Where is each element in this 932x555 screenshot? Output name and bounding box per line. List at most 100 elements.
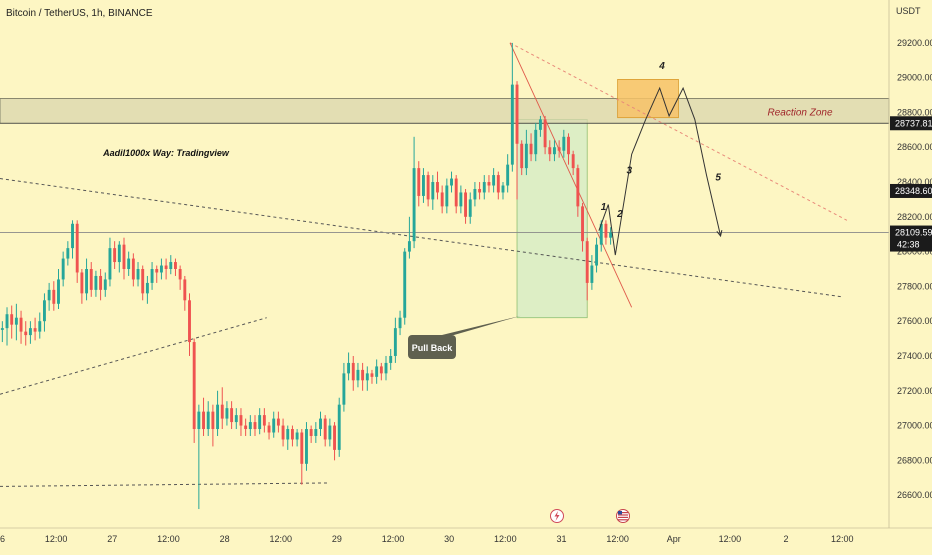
candle-body [421, 175, 425, 196]
candle-body [66, 248, 70, 259]
candle [553, 140, 556, 162]
candle [571, 150, 575, 176]
candle-body [197, 411, 201, 430]
candle-body [464, 192, 468, 217]
candle-body [562, 136, 566, 151]
time-tick-label: 12:00 [494, 534, 517, 544]
candle-body [178, 269, 182, 280]
candle [267, 422, 271, 440]
candle [24, 321, 28, 346]
candle-body [590, 265, 594, 283]
candle-body [440, 192, 444, 207]
candle-body [0, 328, 4, 330]
candle-body [553, 147, 556, 155]
candle [543, 115, 547, 155]
candle-body [206, 411, 210, 430]
price-tick-label: 26600.00 [897, 490, 932, 500]
wave-label: 4 [658, 61, 665, 72]
candle-body [534, 129, 538, 155]
time-tick-label: 31 [556, 534, 566, 544]
wave-label: 5 [715, 172, 721, 183]
candle [169, 255, 173, 275]
candle [468, 192, 472, 224]
candle [99, 269, 103, 301]
candle-body [510, 84, 514, 165]
time-tick-label: 30 [444, 534, 454, 544]
time-tick-label: 12:00 [382, 534, 405, 544]
candle-body [347, 362, 351, 374]
candles-layer [0, 42, 613, 510]
us-flag-icon-canton [618, 511, 622, 515]
candle [604, 220, 608, 245]
candle-body [295, 432, 299, 440]
candle-body [468, 199, 472, 217]
candle [305, 422, 308, 471]
time-axis[interactable]: 26 12:00 27 12:00 28 12:00 29 12:00 30 12:00 31 12:… [0, 509, 932, 545]
price-axis[interactable]: 26600.00 26800.00 27000.00 27200.00 27400.00… [888, 0, 932, 528]
candle-body [567, 136, 570, 155]
candle-body [239, 415, 243, 426]
candle [206, 401, 210, 436]
candle [188, 293, 191, 356]
candle [585, 237, 589, 301]
candle [595, 237, 599, 273]
candle-body [599, 223, 603, 245]
candle-body [131, 258, 135, 280]
candle-body [244, 425, 248, 430]
price-tick-label: 27200.00 [897, 386, 932, 396]
candle [389, 349, 393, 370]
candle-body [262, 415, 266, 426]
candle [478, 182, 482, 200]
time-tick-label: 28 [220, 534, 230, 544]
price-marker [890, 183, 932, 198]
candle-body [290, 429, 294, 440]
candle [108, 237, 112, 287]
us-flag-icon-stripe [618, 514, 628, 516]
candle-body [10, 314, 14, 325]
wave-label: 3 [627, 165, 633, 176]
candle-body [164, 265, 168, 269]
time-tick-label: 26 [0, 534, 5, 544]
candle-body [183, 279, 187, 301]
candle-body [309, 429, 313, 436]
candle [164, 258, 168, 280]
candle [290, 425, 294, 447]
candle-body [520, 143, 524, 169]
candle-body [248, 422, 252, 430]
candle-body [595, 244, 599, 266]
candle [328, 418, 332, 447]
candle-body [127, 258, 131, 269]
candle-body [398, 317, 402, 329]
candle-body [450, 178, 453, 186]
candle [75, 220, 79, 283]
candle [421, 168, 425, 203]
candle-body [328, 425, 332, 440]
candle [506, 154, 510, 193]
candle-body [379, 366, 383, 374]
candle [94, 270, 98, 297]
price-marker [890, 116, 932, 131]
us-flag-icon-stripe [618, 516, 628, 518]
candle-body [57, 279, 60, 304]
candle [319, 411, 322, 436]
candle-body [501, 185, 505, 193]
candle-body [487, 182, 491, 186]
candle [412, 136, 416, 249]
time-tick-label: 12:00 [719, 534, 742, 544]
candle [244, 418, 248, 436]
candle [192, 338, 196, 443]
candle [178, 265, 182, 290]
candle-body [281, 425, 285, 440]
candle [510, 42, 514, 172]
candle [314, 422, 318, 443]
time-tick-label: 12:00 [606, 534, 629, 544]
price-marker-label: 28348.60 [895, 186, 932, 196]
candle [609, 227, 613, 245]
candle [459, 185, 463, 214]
price-tick-label: 26800.00 [897, 455, 932, 465]
candle [393, 317, 397, 363]
candle [407, 216, 411, 259]
candle [323, 415, 327, 447]
candle-body [319, 418, 322, 430]
